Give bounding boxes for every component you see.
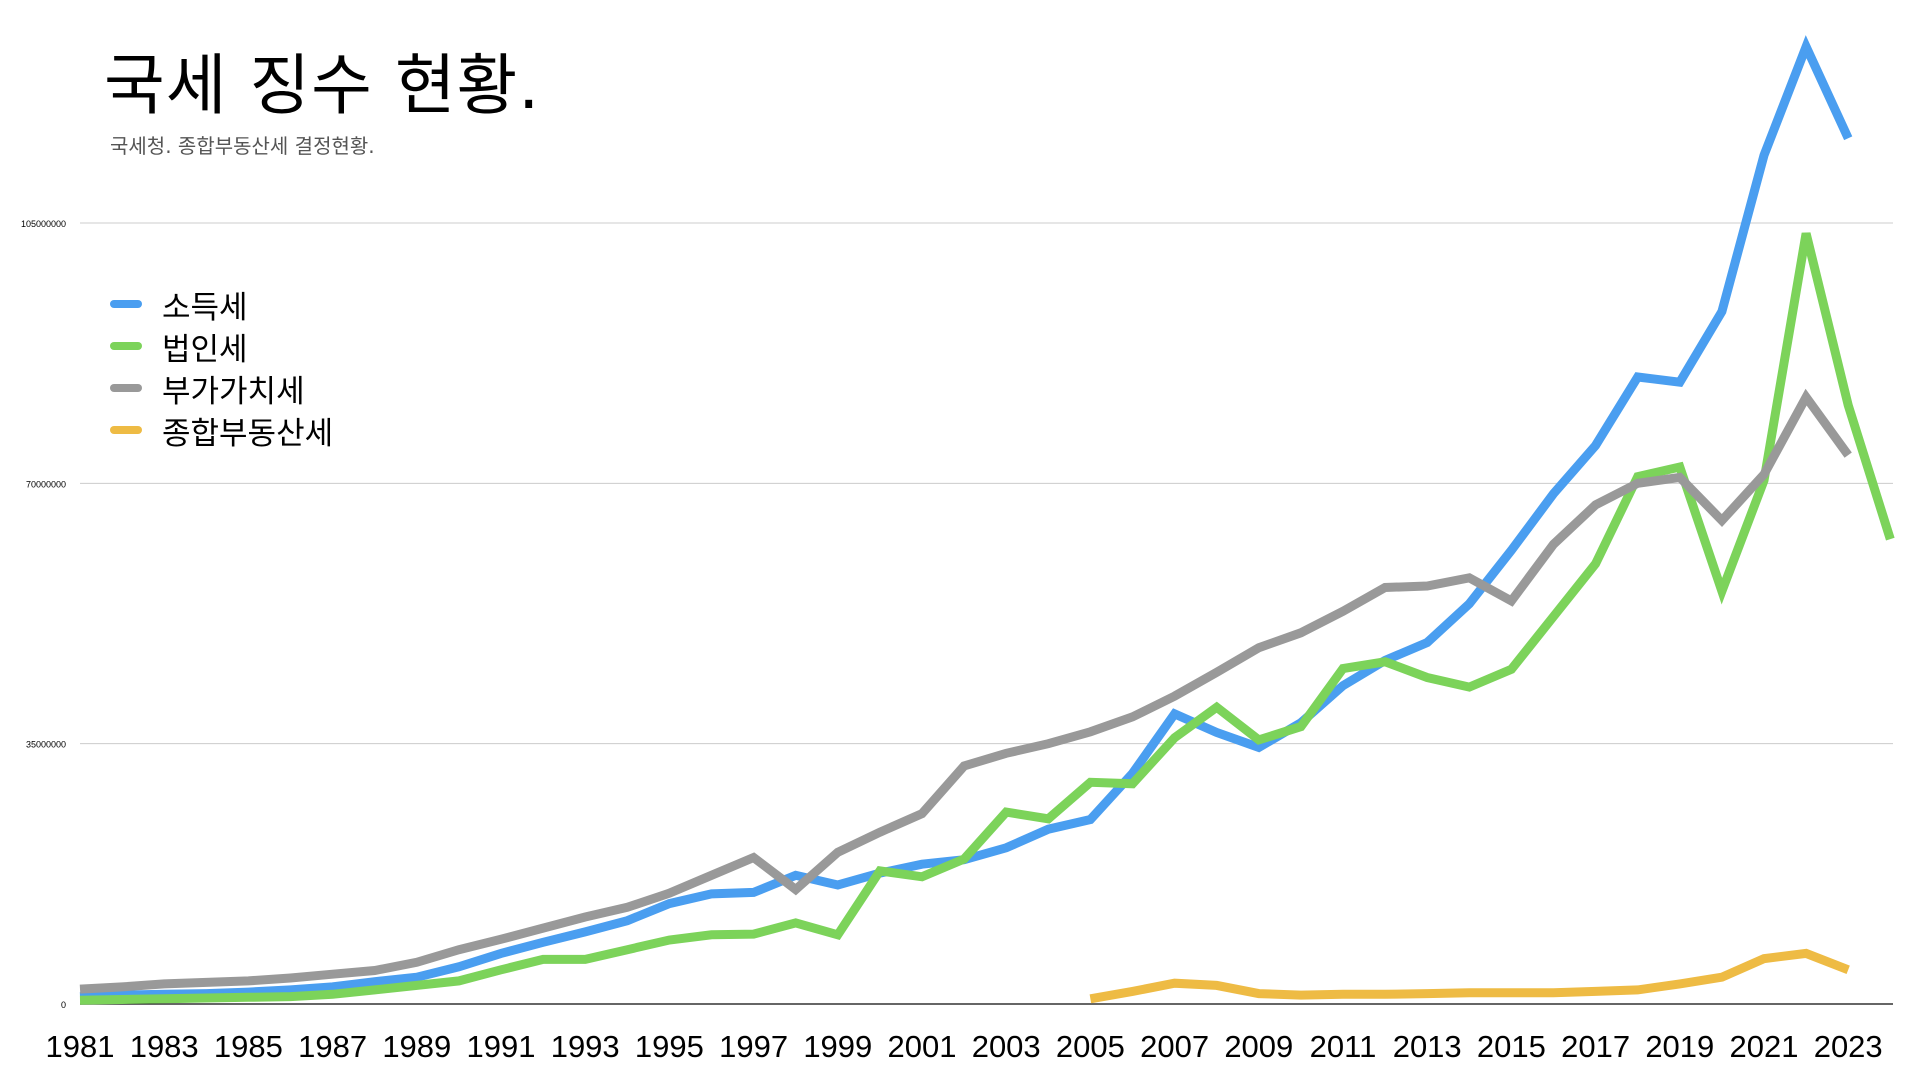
legend-item-corporate-tax: 법인세 [110, 325, 333, 368]
series-lines [79, 35, 1895, 1005]
grid-lines [80, 222, 1893, 745]
x-tick-label: 1993 [551, 1029, 620, 1064]
legend-label-property-tax: 종합부동산세 [162, 415, 334, 452]
chart-subtitle: 국세청. 종합부동산세 결정현황. [110, 134, 375, 158]
x-tick-label: 2001 [888, 1029, 957, 1064]
x-tick-label: 1983 [130, 1029, 199, 1064]
legend-swatch-vat [110, 384, 142, 392]
legend-label-vat: 부가가치세 [162, 373, 305, 410]
legend-swatch-corporate-tax [110, 342, 142, 350]
chart-title: 국세 징수 현황. [104, 47, 541, 124]
legend-swatch-property-tax [110, 426, 142, 434]
y-tick-label: 0 [61, 1000, 66, 1010]
x-tick-label: 1997 [719, 1029, 788, 1064]
x-tick-label: 2007 [1140, 1029, 1209, 1064]
x-tick-label: 1999 [803, 1029, 872, 1064]
legend-label-income-tax: 소득세 [162, 289, 248, 326]
y-tick-label: 105000000 [21, 219, 66, 229]
axes: 0 35000000 70000000 105000000 1981 1983 1985 19… [21, 219, 1893, 1064]
x-tick-label: 2023 [1814, 1029, 1883, 1064]
x-tick-label: 1989 [382, 1029, 451, 1064]
series-line-2 [79, 388, 1852, 994]
x-tick-label: 2017 [1561, 1029, 1630, 1064]
x-tick-label: 1995 [635, 1029, 704, 1064]
x-tick-label: 2009 [1224, 1029, 1293, 1064]
series-line-1 [79, 232, 1895, 1005]
legend-item-income-tax: 소득세 [110, 283, 333, 326]
x-tick-label: 2015 [1477, 1029, 1546, 1064]
legend-swatch-income-tax [110, 300, 142, 308]
x-tick-label: 2011 [1310, 1029, 1377, 1064]
x-tick-label: 2005 [1056, 1029, 1125, 1064]
x-tick-label: 1981 [46, 1029, 115, 1064]
legend-item-vat: 부가가치세 [110, 367, 333, 410]
x-tick-label: 2013 [1393, 1029, 1462, 1064]
y-tick-label: 35000000 [26, 740, 66, 750]
y-tick-label: 70000000 [26, 479, 66, 489]
series-line-3 [1089, 948, 1850, 1004]
x-tick-label: 1985 [214, 1029, 283, 1064]
legend-item-property-tax: 종합부동산세 [110, 409, 334, 452]
legend-label-corporate-tax: 법인세 [162, 331, 248, 368]
x-tick-label: 2003 [972, 1029, 1041, 1064]
legend: 소득세 법인세 부가가치세 종합부동산세 [110, 283, 334, 452]
x-tick-label: 1991 [467, 1029, 536, 1064]
x-tick-label: 2019 [1645, 1029, 1714, 1064]
x-tick-label: 1987 [298, 1029, 367, 1064]
x-tick-label: 2021 [1730, 1029, 1799, 1064]
